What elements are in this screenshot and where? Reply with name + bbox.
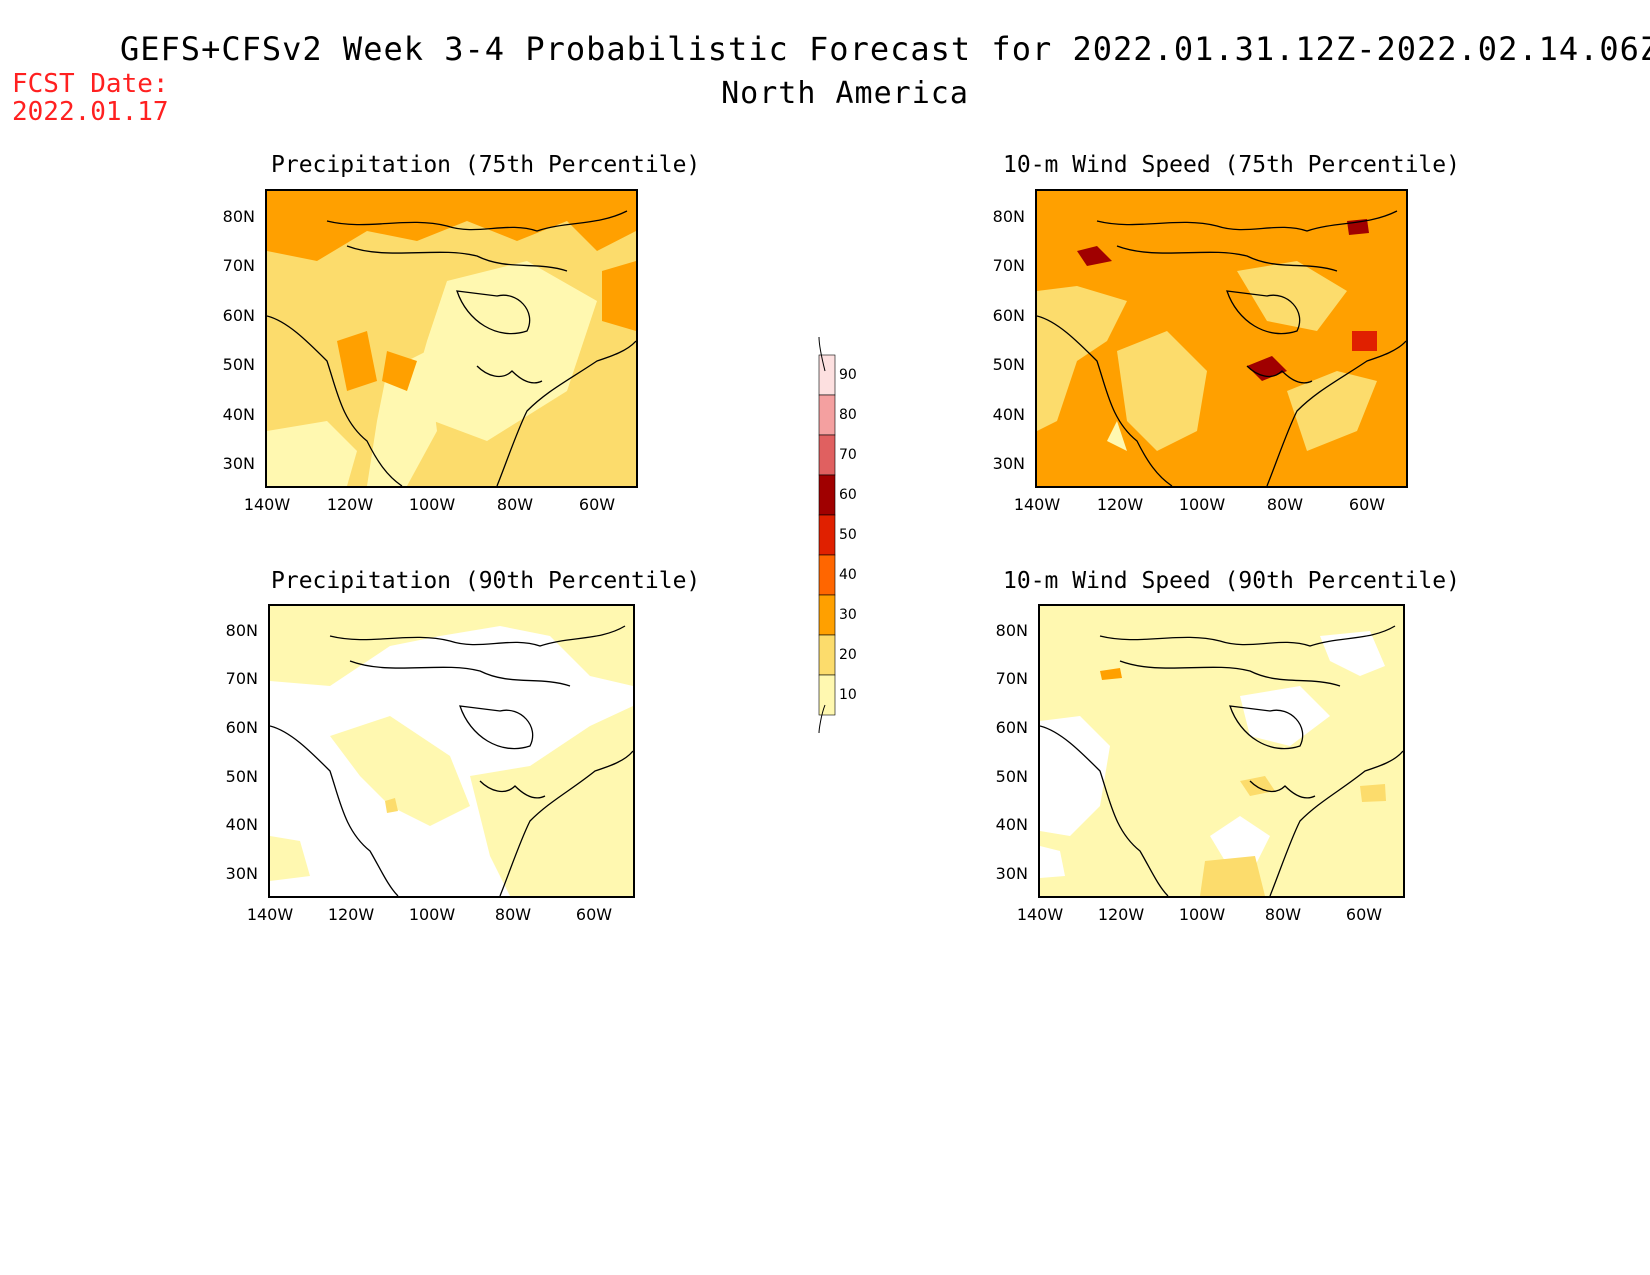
tick-50n: 50N <box>225 767 258 786</box>
tick-80n: 80N <box>222 207 255 226</box>
tick-100w: 100W <box>408 905 456 924</box>
map-wind-90 <box>1038 604 1405 898</box>
colorbar-level-label: 90 <box>839 367 857 383</box>
colorbar-segment <box>818 554 836 596</box>
tick-60n: 60N <box>995 718 1028 737</box>
panel-title: Precipitation (75th Percentile) <box>271 152 701 178</box>
tick-40n: 40N <box>992 405 1025 424</box>
tick-60w: 60W <box>578 495 616 514</box>
tick-80w: 80W <box>1266 495 1304 514</box>
tick-40n: 40N <box>225 815 258 834</box>
tick-50n: 50N <box>222 355 255 374</box>
tick-70n: 70N <box>222 256 255 275</box>
tick-140w: 140W <box>1016 905 1064 924</box>
tick-60n: 60N <box>222 306 255 325</box>
tick-50n: 50N <box>992 355 1025 374</box>
tick-80n: 80N <box>995 621 1028 640</box>
tick-80w: 80W <box>494 905 532 924</box>
tick-120w: 120W <box>1096 495 1144 514</box>
tick-100w: 100W <box>408 495 456 514</box>
colorbar-level-label: 70 <box>839 447 857 463</box>
tick-80w: 80W <box>1264 905 1302 924</box>
tick-140w: 140W <box>246 905 294 924</box>
tick-100w: 100W <box>1178 495 1226 514</box>
colorbar-segment <box>818 634 836 676</box>
colorbar-segment <box>818 674 836 716</box>
panel-title: 10-m Wind Speed (75th Percentile) <box>1003 152 1460 178</box>
colorbar-segment <box>818 594 836 636</box>
tick-60n: 60N <box>225 718 258 737</box>
forecast-date-label: FCST Date: <box>12 69 169 99</box>
panel-title: 10-m Wind Speed (90th Percentile) <box>1003 568 1460 594</box>
tick-80n: 80N <box>992 207 1025 226</box>
tick-40n: 40N <box>222 405 255 424</box>
panel-title: Precipitation (90th Percentile) <box>271 568 701 594</box>
colorbar-segment <box>818 394 836 436</box>
tick-40n: 40N <box>995 815 1028 834</box>
tick-140w: 140W <box>1013 495 1061 514</box>
forecast-date-block: FCST Date: 2022.01.17 <box>12 70 169 126</box>
colorbar-level-label: 80 <box>839 407 857 423</box>
tick-70n: 70N <box>995 669 1028 688</box>
map-field-precip-90 <box>270 606 633 896</box>
tick-50n: 50N <box>995 767 1028 786</box>
tick-60w: 60W <box>1348 495 1386 514</box>
tick-140w: 140W <box>243 495 291 514</box>
colorbar-level-label: 10 <box>839 687 857 703</box>
colorbar-level-label: 60 <box>839 487 857 503</box>
tick-120w: 120W <box>1097 905 1145 924</box>
tick-30n: 30N <box>992 454 1025 473</box>
map-field-wind-90 <box>1040 606 1403 896</box>
tick-80w: 80W <box>496 495 534 514</box>
tick-80n: 80N <box>225 621 258 640</box>
tick-30n: 30N <box>222 454 255 473</box>
colorbar-level-label: 20 <box>839 647 857 663</box>
colorbar-level-label: 40 <box>839 567 857 583</box>
tick-70n: 70N <box>225 669 258 688</box>
map-precip-75 <box>265 189 638 488</box>
tick-30n: 30N <box>225 864 258 883</box>
main-title: GEFS+CFSv2 Week 3-4 Probabilistic Foreca… <box>120 30 1650 68</box>
colorbar-segment <box>818 474 836 516</box>
tick-70n: 70N <box>992 256 1025 275</box>
colorbar-graphic <box>818 336 836 734</box>
region-subtitle: North America <box>721 76 969 111</box>
tick-60w: 60W <box>1345 905 1383 924</box>
tick-60w: 60W <box>575 905 613 924</box>
tick-120w: 120W <box>326 495 374 514</box>
colorbar-segment <box>818 434 836 476</box>
colorbar-level-label: 50 <box>839 527 857 543</box>
forecast-date-value: 2022.01.17 <box>12 97 169 127</box>
map-field-precip-75 <box>267 191 636 486</box>
colorbar-segment <box>818 514 836 556</box>
tick-100w: 100W <box>1178 905 1226 924</box>
colorbar: 90 80 70 60 50 40 30 20 10 <box>805 335 865 735</box>
map-wind-75 <box>1035 189 1408 488</box>
map-field-wind-75 <box>1037 191 1406 486</box>
tick-30n: 30N <box>995 864 1028 883</box>
map-precip-90 <box>268 604 635 898</box>
colorbar-level-label: 30 <box>839 607 857 623</box>
tick-60n: 60N <box>992 306 1025 325</box>
tick-120w: 120W <box>327 905 375 924</box>
colorbar-segment <box>818 354 836 396</box>
